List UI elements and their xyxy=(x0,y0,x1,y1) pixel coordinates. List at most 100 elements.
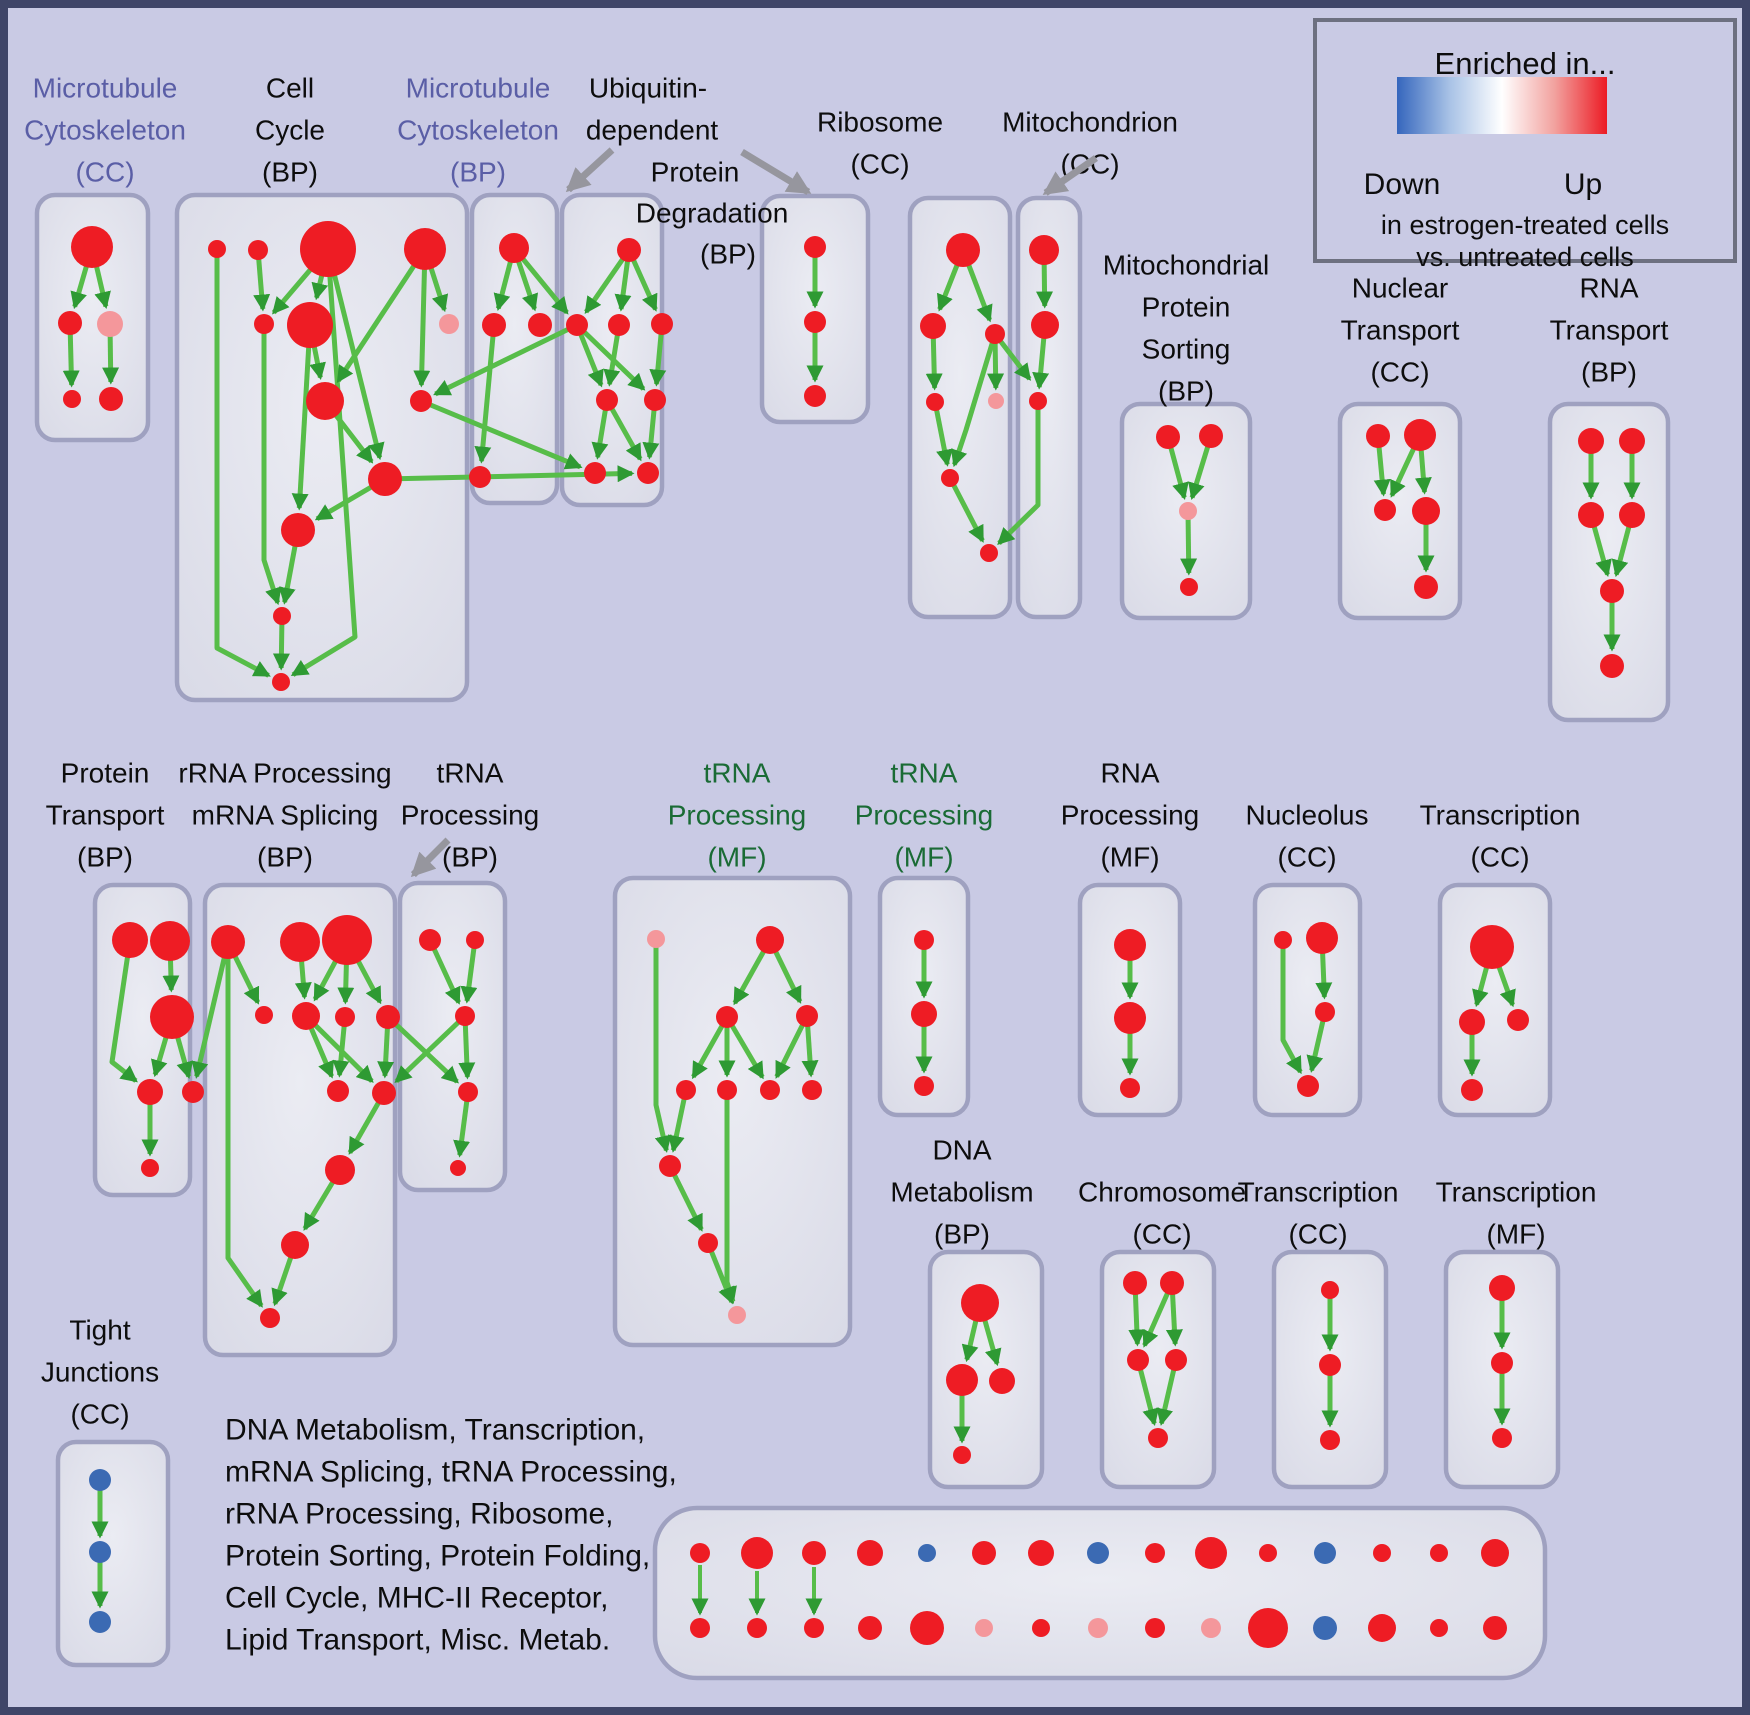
go-term-node xyxy=(455,1006,475,1026)
go-term-node xyxy=(608,314,630,336)
cluster-label-trna-processing-mf-2: Processing xyxy=(855,800,994,831)
go-term-node xyxy=(1373,1544,1391,1562)
cluster-label-ribosome-cc: Ribosome xyxy=(817,107,943,138)
go-term-node xyxy=(756,926,784,954)
go-term-node xyxy=(1087,1542,1109,1564)
go-term-node xyxy=(716,1006,738,1028)
go-term-node xyxy=(1032,1619,1050,1637)
go-term-node xyxy=(1199,424,1223,448)
go-term-node xyxy=(450,1160,466,1176)
cluster-label-cell-cycle-bp: Cell xyxy=(266,73,314,104)
go-term-node xyxy=(281,1231,309,1259)
go-term-node xyxy=(584,462,606,484)
edge xyxy=(1280,940,1303,1075)
edge xyxy=(413,248,431,388)
legend-down-label: Down xyxy=(1363,168,1441,201)
go-term-node xyxy=(1179,502,1197,520)
edge xyxy=(453,1091,471,1158)
go-term-node xyxy=(1412,497,1440,525)
edge xyxy=(667,1164,704,1232)
cluster-label-nuclear-transport-cc: (CC) xyxy=(1370,357,1429,388)
go-term-node xyxy=(1165,1349,1187,1371)
go-term-node xyxy=(1313,1616,1337,1640)
cluster-box-chromosome-cc xyxy=(1099,1249,1217,1490)
go-term-node xyxy=(1507,1009,1529,1031)
go-term-node xyxy=(469,466,491,488)
edge xyxy=(774,1014,810,1079)
go-term-node xyxy=(1127,1349,1149,1371)
go-term-node xyxy=(260,1308,280,1328)
go-term-node xyxy=(89,1541,111,1563)
cluster-label-tight-junctions-cc: Junctions xyxy=(41,1357,159,1388)
go-term-node xyxy=(528,313,552,337)
cluster-label-microtubule-cytoskeleton-bp: Microtubule xyxy=(406,73,551,104)
go-term-node xyxy=(659,1155,681,1177)
go-term-node xyxy=(1180,578,1198,596)
go-term-node xyxy=(676,1080,696,1100)
go-term-node xyxy=(89,1611,111,1633)
cluster-label-rrna-processing-mrna-splicing-bp: mRNA Splicing xyxy=(192,800,379,831)
go-term-node xyxy=(466,931,484,949)
misc-cluster-list-line: mRNA Splicing, tRNA Processing, xyxy=(225,1456,677,1489)
cluster-box-protein-transport-bp xyxy=(92,882,193,1198)
go-term-node xyxy=(1430,1544,1448,1562)
go-term-node xyxy=(1029,235,1059,265)
go-term-node xyxy=(1201,1618,1221,1638)
go-term-node xyxy=(71,226,113,268)
legend-title: Enriched in... xyxy=(1434,46,1616,81)
go-term-node xyxy=(961,1284,999,1322)
go-term-node xyxy=(254,314,274,334)
go-term-node xyxy=(63,390,81,408)
go-term-node xyxy=(1578,502,1604,528)
go-term-node xyxy=(1319,1354,1341,1376)
cluster-label-tight-junctions-cc: Tight xyxy=(69,1315,130,1346)
go-term-node xyxy=(647,930,665,948)
go-term-node xyxy=(1315,1002,1335,1022)
go-term-node xyxy=(281,513,315,547)
go-term-node xyxy=(617,238,641,262)
go-term-node xyxy=(300,221,356,277)
cluster-label-protein-transport-bp: (BP) xyxy=(77,842,133,873)
go-term-node xyxy=(1430,1619,1448,1637)
cluster-label-nucleolus-cc: (CC) xyxy=(1277,842,1336,873)
cluster-label-trna-processing-bp: (BP) xyxy=(442,842,498,873)
cluster-label-rna-processing-mf: (MF) xyxy=(1100,842,1159,873)
cross-edge xyxy=(997,401,1041,545)
go-term-node xyxy=(458,1082,478,1102)
misc-cluster-list-line: Protein Sorting, Protein Folding, xyxy=(225,1540,650,1573)
edge xyxy=(336,247,428,384)
go-term-node xyxy=(596,389,618,411)
cluster-label-transcription-cc: Transcription xyxy=(1420,800,1581,831)
go-term-node xyxy=(248,240,268,260)
edge xyxy=(304,1014,374,1083)
go-term-node xyxy=(1314,1542,1336,1564)
cluster-label-ubiquitin-degradation-bp: dependent xyxy=(586,115,719,146)
go-term-node xyxy=(698,1233,718,1253)
go-term-node xyxy=(1481,1539,1509,1567)
go-term-node xyxy=(804,311,826,333)
cluster-label-tight-junctions-cc: (CC) xyxy=(70,1399,129,1430)
cluster-label-trna-processing-mf: tRNA xyxy=(704,758,771,789)
go-term-node xyxy=(327,1080,349,1102)
edge xyxy=(474,324,497,464)
edge xyxy=(947,476,985,543)
go-term-node xyxy=(1459,1009,1485,1035)
cluster-label-rrna-processing-mrna-splicing-bp: rRNA Processing xyxy=(178,758,391,789)
legend-box: Enriched in... Down Up in estrogen-treat… xyxy=(1313,18,1737,272)
cluster-label-transcription-mf: Transcription xyxy=(1436,1177,1597,1208)
edge xyxy=(1180,510,1198,576)
go-term-node xyxy=(1088,1618,1108,1638)
cluster-label-nuclear-transport-cc: Transport xyxy=(1341,315,1460,346)
edge xyxy=(575,323,646,391)
cross-edge xyxy=(433,322,579,397)
go-term-node xyxy=(439,314,459,334)
go-term-node xyxy=(914,1076,934,1096)
cluster-box-trna-processing-mf xyxy=(612,875,853,1348)
edge xyxy=(950,333,998,468)
misc-cluster-list-line: Lipid Transport, Misc. Metab. xyxy=(225,1624,610,1657)
edge xyxy=(261,324,282,606)
cluster-label-mitochondrial-protein-sorting-bp: Sorting xyxy=(1142,334,1231,365)
go-term-node xyxy=(980,544,998,562)
